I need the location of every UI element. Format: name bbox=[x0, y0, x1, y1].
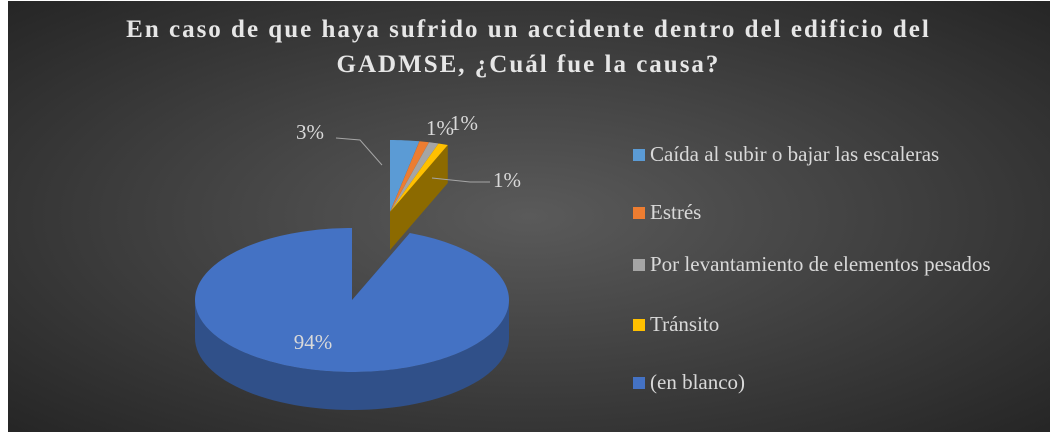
legend-label: Caída al subir o bajar las escaleras bbox=[650, 142, 940, 166]
slice-top bbox=[390, 141, 430, 212]
legend-item: Por levantamiento de elementos pesados bbox=[633, 251, 1033, 278]
slice-top bbox=[390, 143, 448, 212]
leader-line bbox=[431, 177, 490, 183]
slice-top bbox=[195, 228, 509, 372]
data-label: 1% bbox=[450, 111, 478, 135]
legend-swatch bbox=[633, 259, 645, 271]
legend-item: (en blanco) bbox=[633, 369, 1033, 396]
legend-swatch bbox=[633, 149, 645, 161]
legend-label: Por levantamiento de elementos pesados bbox=[650, 252, 991, 276]
leader-line bbox=[335, 137, 383, 166]
legend-item: Caída al subir o bajar las escaleras bbox=[633, 141, 1033, 168]
data-label: 3% bbox=[296, 120, 324, 144]
legend-item: Tránsito bbox=[633, 311, 1033, 338]
data-label: 1% bbox=[426, 116, 454, 140]
chart-background bbox=[8, 1, 1050, 432]
chart-title: En caso de que haya sufrido un accidente… bbox=[126, 16, 931, 78]
legend-swatch bbox=[633, 207, 645, 219]
legend-item: Estrés bbox=[633, 199, 1033, 226]
legend-swatch bbox=[633, 377, 645, 389]
slice-top bbox=[390, 142, 439, 212]
data-label: 1% bbox=[493, 168, 521, 192]
legend-label: Tránsito bbox=[650, 312, 720, 336]
slice-cut-face bbox=[390, 145, 448, 250]
slice-side bbox=[195, 300, 509, 410]
legend-label: Estrés bbox=[650, 200, 702, 224]
data-label: 94% bbox=[294, 330, 333, 354]
legend-swatch bbox=[633, 319, 645, 331]
legend-label: (en blanco) bbox=[650, 370, 746, 394]
pie-slice bbox=[195, 228, 509, 410]
slice-top bbox=[390, 140, 420, 212]
pie-slice bbox=[390, 143, 448, 250]
